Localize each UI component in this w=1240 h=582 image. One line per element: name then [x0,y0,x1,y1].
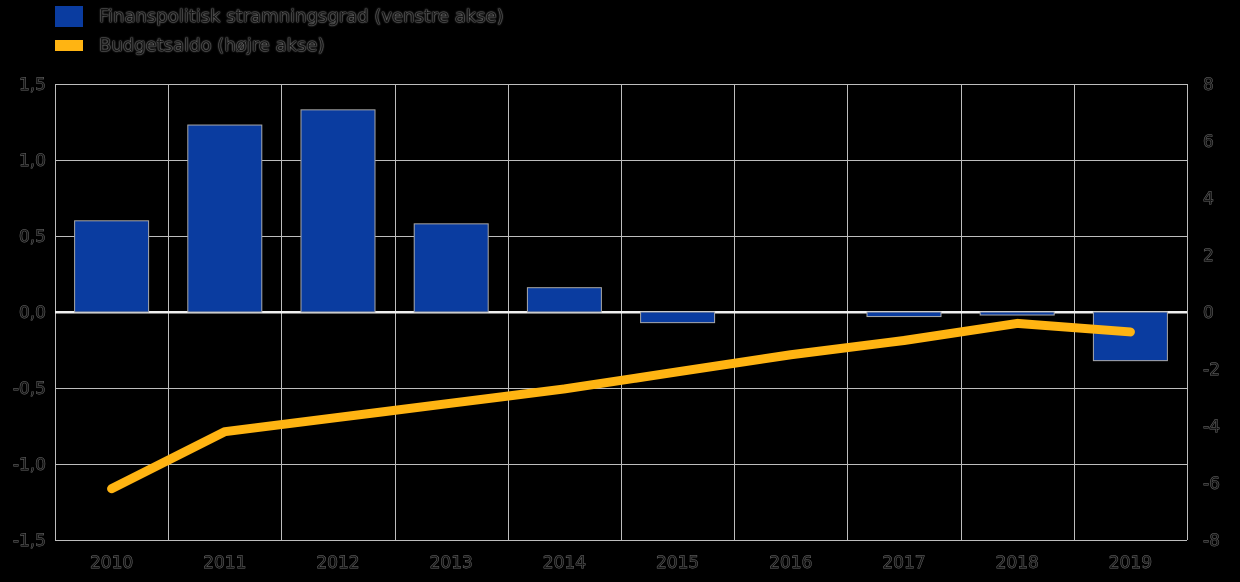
bar-2010 [74,220,150,313]
x-axis-tick-label-2013: 2013 [430,553,473,573]
legend-label-line-series: Budgetsaldo (højre akse) [99,34,325,56]
bar-2018 [979,311,1055,316]
y-axis-left-tick-label: -1,5 [13,531,46,551]
legend-label-bar-series: Finanspolitisk stramningsgrad (venstre a… [99,5,504,27]
bar-2011 [187,124,263,313]
y-axis-right-tick-label: 4 [1203,189,1214,209]
y-axis-right-tick-label: -4 [1203,417,1220,437]
y-axis-left-tick-label: 0,5 [19,227,46,247]
chart-legend: Finanspolitisk stramningsgrad (venstre a… [55,4,504,57]
x-axis-tick-label-2010: 2010 [90,553,133,573]
x-axis-tick-label-2018: 2018 [996,553,1039,573]
y-axis-right-tick-label: 2 [1203,246,1214,266]
x-axis-tick-label-2017: 2017 [882,553,925,573]
y-axis-left-tick-label: -1,0 [13,455,46,475]
y-axis-right-tick-label: -2 [1203,360,1220,380]
y-axis-right-tick-label: -6 [1203,474,1220,494]
y-axis-right-tick-label: 6 [1203,132,1214,152]
x-axis-tick-label-2016: 2016 [769,553,812,573]
bar-2013 [413,223,489,313]
x-axis-tick-label-2011: 2011 [203,553,246,573]
x-axis-tick-label-2015: 2015 [656,553,699,573]
bar-2014 [526,287,602,313]
y-axis-left-tick-label: 1,0 [19,151,46,171]
x-axis-tick-label-2014: 2014 [543,553,586,573]
legend-swatch-holder [55,5,83,27]
y-axis-left-tick-label: -0,5 [13,379,46,399]
y-axis-left-tick-label: 1,5 [19,75,46,95]
legend-item-bar-series: Finanspolitisk stramningsgrad (venstre a… [55,4,504,28]
y-axis-right-tick-label: 8 [1203,75,1214,95]
y-axis-right-tick-label: -8 [1203,531,1220,551]
bar-series-swatch-icon [55,5,83,27]
y-axis-left-tick-label: 0,0 [19,303,46,323]
line-series-swatch-icon [55,39,83,51]
legend-swatch-holder [55,39,83,51]
bar-2015 [640,311,716,324]
bar-2017 [866,311,942,318]
bar-2012 [300,109,376,313]
legend-item-line-series: Budgetsaldo (højre akse) [55,33,504,57]
y-axis-right-tick-label: 0 [1203,303,1214,323]
x-axis-tick-label-2012: 2012 [316,553,359,573]
budget-balance-line [107,318,1135,494]
x-axis-tick-label-2019: 2019 [1109,553,1152,573]
